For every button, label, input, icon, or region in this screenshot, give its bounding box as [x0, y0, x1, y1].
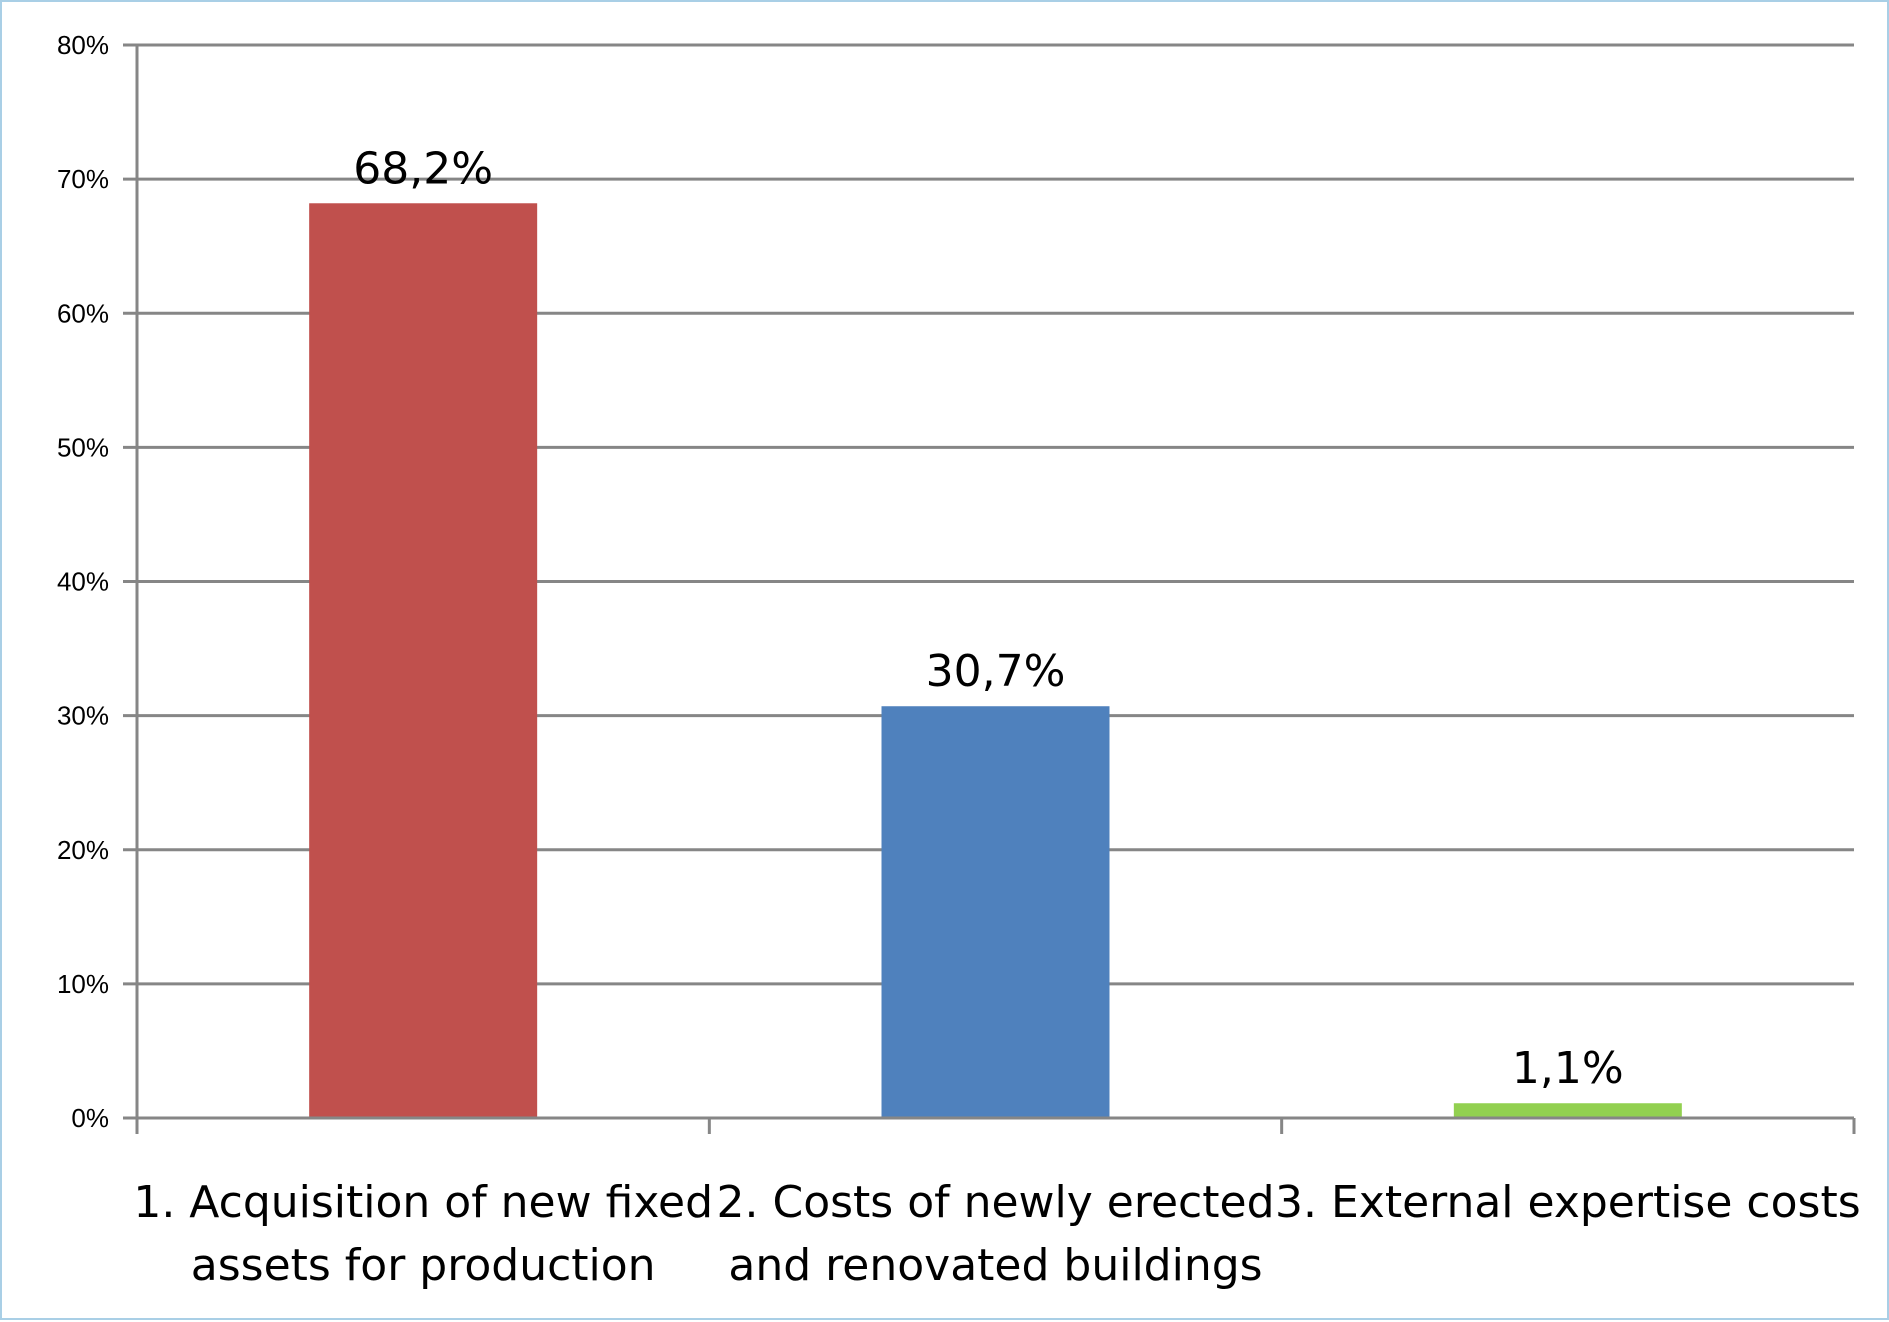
bar [309, 203, 538, 1118]
x-tick-label: 1. Acquisition of new fixed assets for pr… [133, 1177, 713, 1291]
category-labels: 1. Acquisition of new fixed assets for pr… [133, 1177, 1860, 1291]
data-label: 1,1% [1512, 1043, 1624, 1094]
y-tick-label: 20% [57, 835, 109, 865]
x-tick-label: 3. External expertise costs [1275, 1177, 1861, 1228]
y-tick-label: 0% [71, 1103, 109, 1133]
y-axis-tick-labels: 0% 10% 20% 30% 40% 50% 60% 70% 80% [57, 30, 109, 1133]
bars [309, 203, 1682, 1118]
y-tick-label: 50% [57, 432, 109, 462]
y-tick-label: 80% [57, 30, 109, 60]
axes [123, 43, 1856, 1134]
y-tick-label: 60% [57, 298, 109, 328]
bar [1453, 1103, 1682, 1118]
y-tick-label: 40% [57, 567, 109, 597]
bar [881, 706, 1110, 1118]
data-label: 30,7% [926, 646, 1066, 697]
data-label: 68,2% [353, 143, 493, 194]
y-tick-label: 70% [57, 164, 109, 194]
x-tick-label: 2. Costs of newly erected and renovated b… [717, 1177, 1275, 1291]
data-labels: 68,2% 30,7% 1,1% [353, 143, 1623, 1094]
y-tick-label: 30% [57, 701, 109, 731]
y-tick-label: 10% [57, 969, 109, 999]
